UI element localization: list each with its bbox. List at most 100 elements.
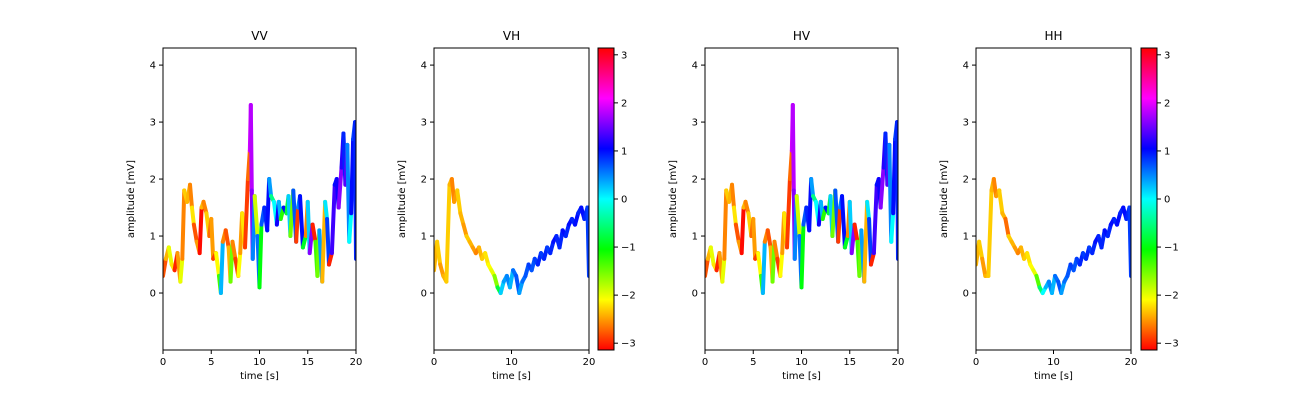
subplot-hv: 0 5 10 15 20 0 1 2 3 4 HV time [s] amplitude [mV] — [668, 29, 904, 382]
line-segment — [852, 222, 860, 244]
x-axis-label: time [s] — [1034, 371, 1073, 382]
y-tick-label: 4 — [963, 61, 969, 72]
line-segment — [298, 194, 305, 250]
colorbar-gradient — [598, 48, 614, 350]
x-axis-label: time [s] — [240, 371, 279, 382]
line-segment — [765, 228, 773, 250]
line-segment — [790, 102, 796, 193]
line-segment — [230, 239, 238, 261]
x-tick-label: 0 — [702, 357, 708, 368]
line-segment — [878, 165, 886, 210]
colorbar-tick-label: 3 — [621, 50, 627, 61]
y-tick-label: 3 — [963, 118, 969, 129]
x-tick-label: 15 — [843, 357, 856, 368]
series-line — [434, 177, 589, 296]
y-tick-label: 3 — [150, 118, 156, 129]
series-line — [705, 102, 898, 296]
line-segment — [166, 245, 174, 267]
y-tick-label: 0 — [963, 289, 969, 300]
subplot-title: VH — [503, 29, 520, 43]
colorbar-tick-label: −3 — [621, 339, 636, 350]
line-segment — [323, 199, 330, 221]
x-tick-label: 5 — [750, 357, 756, 368]
line-segment — [720, 256, 727, 284]
line-segment — [785, 177, 792, 250]
x-tick-label: 10 — [795, 357, 808, 368]
line-segment — [214, 251, 221, 278]
line-segment — [760, 239, 767, 296]
line-segment — [180, 188, 187, 261]
line-segment — [218, 239, 225, 296]
line-segment — [236, 251, 243, 278]
line-segment — [889, 211, 896, 244]
x-tick-label: 10 — [1047, 357, 1060, 368]
y-tick-label: 2 — [150, 175, 156, 186]
line-segment — [772, 239, 780, 261]
line-segment — [455, 188, 463, 216]
line-segment — [756, 251, 763, 278]
line-segment — [708, 245, 716, 267]
subplot-title: VV — [251, 29, 268, 43]
colorbar-tick-label: 0 — [1164, 195, 1170, 206]
y-tick-label: 4 — [421, 61, 427, 72]
line-segment — [189, 205, 196, 227]
x-tick-label: 10 — [505, 357, 518, 368]
y-tick-label: 0 — [421, 289, 427, 300]
y-tick-label: 2 — [692, 175, 698, 186]
colorbar-tick-label: 2 — [1164, 98, 1170, 109]
colorbar-tick-label: 2 — [621, 98, 627, 109]
x-tick-label: 0 — [973, 357, 979, 368]
colorbar-tick-label: 1 — [621, 146, 627, 157]
colorbar: −3 −2 −1 0 1 2 3 — [1140, 47, 1179, 351]
line-segment — [188, 182, 194, 210]
line-segment — [730, 182, 736, 210]
colorbar-gradient — [1141, 48, 1157, 350]
line-segment — [836, 205, 843, 244]
line-segment — [778, 251, 785, 278]
line-segment — [191, 222, 199, 244]
line-segment — [1003, 216, 1011, 239]
x-tick-label: 15 — [301, 357, 314, 368]
y-axis-label: amplitude [mV] — [397, 160, 408, 238]
colorbar-tick-label: −1 — [1164, 243, 1179, 254]
y-tick-label: 1 — [421, 232, 427, 243]
subplot-vv: 0 5 10 15 20 0 1 2 3 4 VV time [s] amplitude [mV] — [126, 29, 362, 382]
colorbar-tick-label: −1 — [621, 243, 636, 254]
line-segment — [209, 216, 216, 261]
series-line — [163, 102, 356, 296]
line-segment — [997, 188, 1005, 216]
y-axis-label: amplitude [mV] — [126, 160, 137, 238]
line-segment — [248, 102, 254, 193]
x-tick-label: 20 — [892, 357, 905, 368]
x-tick-label: 5 — [208, 357, 214, 368]
y-axis-label: amplitude [mV] — [939, 160, 950, 238]
line-segment — [336, 165, 344, 210]
x-tick-label: 20 — [1125, 357, 1138, 368]
x-tick-label: 10 — [253, 357, 266, 368]
y-tick-label: 4 — [692, 61, 698, 72]
line-segment — [294, 205, 301, 244]
x-tick-label: 20 — [350, 357, 363, 368]
line-segment — [197, 205, 204, 256]
line-segment — [751, 216, 758, 261]
subplot-title: HV — [793, 29, 811, 43]
line-segment — [977, 239, 985, 261]
x-tick-label: 0 — [431, 357, 437, 368]
colorbar-tick-label: −2 — [1164, 291, 1179, 302]
colorbar-tick-label: 0 — [621, 195, 627, 206]
line-segment — [257, 222, 264, 290]
line-segment — [267, 177, 274, 199]
line-segment — [444, 182, 452, 284]
line-segment — [329, 182, 337, 256]
x-tick-label: 0 — [160, 357, 166, 368]
line-segment — [310, 222, 318, 244]
y-tick-label: 3 — [421, 118, 427, 129]
line-segment — [722, 188, 729, 261]
y-tick-label: 2 — [963, 175, 969, 186]
colorbar: −3 −2 −1 0 1 2 3 — [597, 47, 636, 351]
y-tick-label: 1 — [150, 232, 156, 243]
line-segment — [865, 199, 872, 221]
x-axis-label: time [s] — [492, 371, 531, 382]
